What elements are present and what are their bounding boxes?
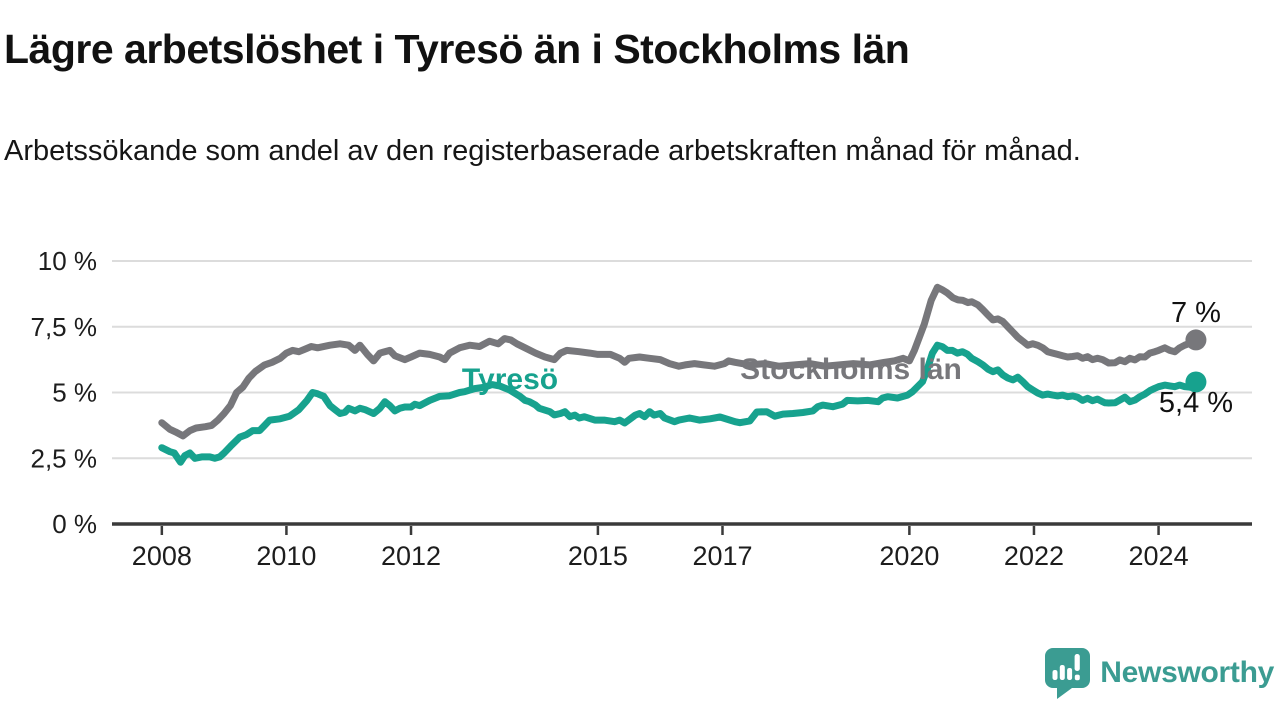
x-tick-label: 2022 (1004, 541, 1064, 571)
end-value-label: 5,4 % (1159, 387, 1233, 419)
newsworthy-logo: Newsworthy (1043, 648, 1274, 699)
series-line-tyreso (158, 341, 1200, 466)
y-tick-label: 0 % (52, 509, 97, 539)
x-tick-label: 2015 (568, 541, 628, 571)
series-end-dot (1185, 329, 1207, 351)
series-end-dot (1185, 371, 1207, 393)
x-tick-label: 2017 (692, 541, 752, 571)
page-title: Lägre arbetslöshet i Tyresö än i Stockho… (4, 26, 910, 72)
y-tick-label: 5 % (52, 378, 97, 408)
chart-subtitle: Arbetssökande som andel av den registerb… (4, 135, 1081, 167)
y-tick-label: 7,5 % (31, 312, 98, 342)
series-label: Stockholms län (740, 353, 962, 386)
end-value-label: 7 % (1171, 297, 1221, 329)
x-tick-label: 2010 (256, 541, 316, 571)
newsworthy-wordmark: Newsworthy (1100, 656, 1274, 689)
x-tick-label: 2012 (381, 541, 441, 571)
x-tick-label: 2024 (1129, 541, 1189, 571)
x-tick-label: 2008 (132, 541, 192, 571)
series-line-stockholms-lan (158, 283, 1200, 440)
newsworthy-icon (1045, 648, 1091, 699)
series-label: Tyresö (462, 363, 558, 396)
x-tick-label: 2020 (879, 541, 939, 571)
y-tick-label: 2,5 % (31, 443, 98, 473)
y-tick-label: 10 % (38, 246, 97, 276)
